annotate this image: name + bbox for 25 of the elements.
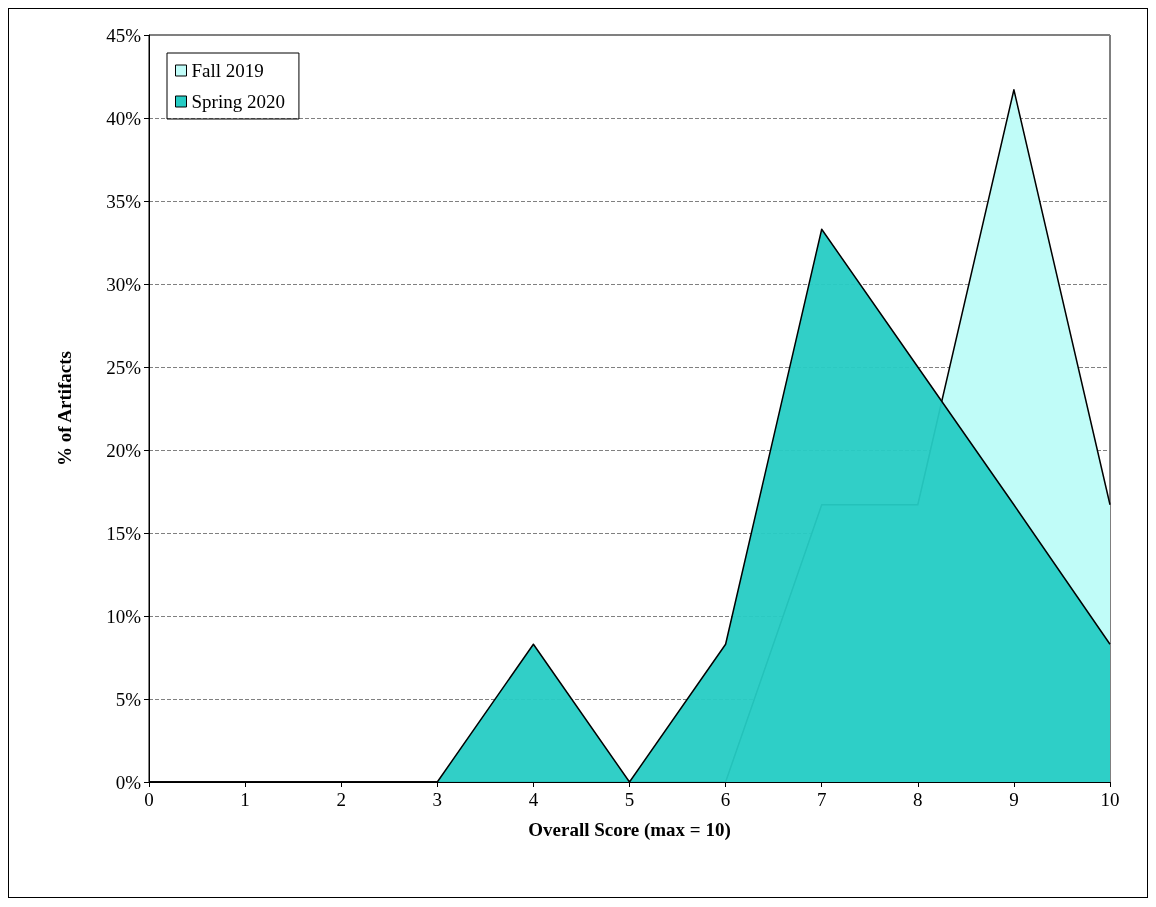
y-tick-label: 15% (106, 522, 142, 544)
x-tick-label: 2 (336, 789, 346, 810)
y-tick-label: 5% (115, 688, 142, 710)
x-tick-label: 4 (528, 789, 539, 810)
x-tick-label: 0 (144, 789, 154, 810)
y-axis-title: % of Artifacts (54, 350, 75, 467)
x-axis-title: Overall Score (max = 10) (528, 819, 731, 841)
y-tick-label: 30% (106, 273, 142, 295)
legend-label: Spring 2020 (191, 91, 285, 112)
y-tick-label: 45% (106, 24, 142, 46)
y-tick-label: 35% (106, 190, 142, 212)
legend-label: Fall 2019 (191, 60, 264, 81)
x-tick-label: 3 (432, 789, 443, 810)
x-tick-label: 5 (624, 789, 635, 810)
x-tick-label: 9 (1009, 789, 1019, 810)
y-tick-label: 40% (106, 107, 142, 129)
x-tick-label: 6 (720, 789, 731, 810)
x-tick-label: 8 (913, 789, 923, 810)
y-tick-label: 10% (106, 605, 142, 627)
x-tick-label: 1 (240, 789, 250, 810)
y-tick-label: 25% (106, 356, 142, 378)
y-tick-label: 0% (115, 771, 142, 793)
x-tick-label: 7 (816, 789, 827, 810)
y-tick-label: 20% (106, 439, 142, 461)
x-tick-label: 10 (1100, 789, 1120, 810)
